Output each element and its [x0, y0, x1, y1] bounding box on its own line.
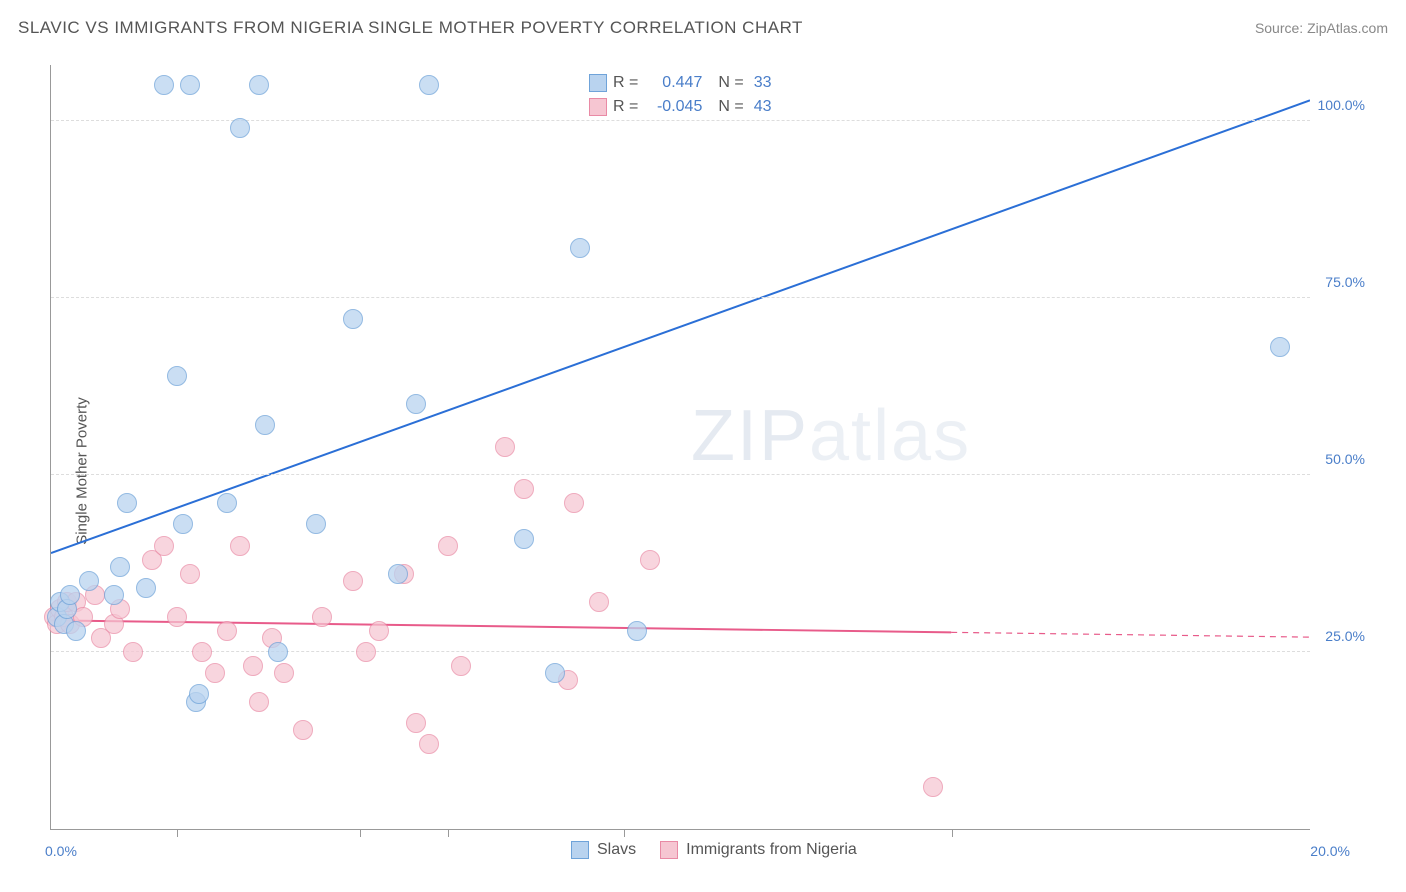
- stat-r-label: R =: [613, 71, 638, 95]
- watermark-bold: ZIP: [691, 396, 809, 476]
- stat-r-value: -0.045: [648, 95, 702, 119]
- legend-item: Immigrants from Nigeria: [660, 841, 857, 859]
- data-point: [545, 663, 565, 683]
- data-point: [640, 550, 660, 570]
- gridline: [51, 297, 1310, 298]
- data-point: [192, 642, 212, 662]
- data-point: [570, 238, 590, 258]
- chart-title: SLAVIC VS IMMIGRANTS FROM NIGERIA SINGLE…: [18, 18, 803, 38]
- data-point: [923, 777, 943, 797]
- data-point: [154, 75, 174, 95]
- data-point: [180, 75, 200, 95]
- gridline: [51, 651, 1310, 652]
- data-point: [419, 734, 439, 754]
- data-point: [514, 529, 534, 549]
- y-tick-label: 50.0%: [1325, 451, 1365, 467]
- legend-swatch: [589, 74, 607, 92]
- legend-item: Slavs: [571, 841, 636, 859]
- data-point: [306, 514, 326, 534]
- data-point: [217, 621, 237, 641]
- data-point: [167, 366, 187, 386]
- data-point: [438, 536, 458, 556]
- x-axis-end-label: 20.0%: [1310, 843, 1350, 859]
- stat-n-value: 43: [754, 95, 772, 119]
- legend-label: Slavs: [597, 841, 636, 859]
- stats-row: R = -0.045 N = 43: [589, 95, 781, 119]
- legend-swatch: [589, 98, 607, 116]
- series-legend: Slavs Immigrants from Nigeria: [571, 841, 857, 859]
- scatter-plot: ZIPatlas R =0.447N =33R =-0.045N =43 0.0…: [50, 65, 1310, 830]
- stat-n-value: 33: [754, 71, 772, 95]
- watermark: ZIPatlas: [691, 395, 971, 477]
- data-point: [104, 585, 124, 605]
- data-point: [136, 578, 156, 598]
- stat-r-value: 0.447: [648, 71, 702, 95]
- data-point: [312, 607, 332, 627]
- data-point: [230, 118, 250, 138]
- data-point: [406, 394, 426, 414]
- data-point: [60, 585, 80, 605]
- data-point: [268, 642, 288, 662]
- data-point: [495, 437, 515, 457]
- stats-row: R = 0.447 N = 33: [589, 71, 781, 95]
- data-point: [343, 571, 363, 591]
- gridline: [51, 474, 1310, 475]
- data-point: [180, 564, 200, 584]
- data-point: [173, 514, 193, 534]
- data-point: [274, 663, 294, 683]
- legend-swatch: [660, 841, 678, 859]
- y-tick-label: 100.0%: [1318, 97, 1365, 113]
- trend-lines: [51, 65, 1310, 829]
- legend-swatch: [571, 841, 589, 859]
- data-point: [167, 607, 187, 627]
- stat-r-label: R =: [613, 95, 638, 119]
- correlation-stats-box: R = 0.447 N = 33 R = -0.045 N = 43: [581, 67, 789, 123]
- data-point: [66, 621, 86, 641]
- x-axis-start-label: 0.0%: [45, 843, 77, 859]
- data-point: [110, 557, 130, 577]
- data-point: [123, 642, 143, 662]
- x-tick: [448, 829, 449, 837]
- watermark-thin: atlas: [809, 396, 971, 476]
- stat-n-label: N =: [718, 71, 743, 95]
- data-point: [217, 493, 237, 513]
- data-point: [343, 309, 363, 329]
- data-point: [419, 75, 439, 95]
- stat-n-label: N =: [718, 95, 743, 119]
- data-point: [369, 621, 389, 641]
- data-point: [388, 564, 408, 584]
- y-tick-label: 75.0%: [1325, 274, 1365, 290]
- data-point: [243, 656, 263, 676]
- data-point: [406, 713, 426, 733]
- x-tick: [177, 829, 178, 837]
- data-point: [564, 493, 584, 513]
- y-tick-label: 25.0%: [1325, 628, 1365, 644]
- data-point: [293, 720, 313, 740]
- x-tick: [360, 829, 361, 837]
- data-point: [79, 571, 99, 591]
- data-point: [255, 415, 275, 435]
- data-point: [189, 684, 209, 704]
- data-point: [589, 592, 609, 612]
- data-point: [249, 75, 269, 95]
- data-point: [627, 621, 647, 641]
- source-attribution: Source: ZipAtlas.com: [1255, 20, 1388, 36]
- legend-label: Immigrants from Nigeria: [686, 841, 857, 859]
- data-point: [154, 536, 174, 556]
- x-tick: [624, 829, 625, 837]
- data-point: [514, 479, 534, 499]
- x-tick: [952, 829, 953, 837]
- data-point: [1270, 337, 1290, 357]
- data-point: [356, 642, 376, 662]
- data-point: [249, 692, 269, 712]
- data-point: [205, 663, 225, 683]
- data-point: [117, 493, 137, 513]
- data-point: [230, 536, 250, 556]
- data-point: [451, 656, 471, 676]
